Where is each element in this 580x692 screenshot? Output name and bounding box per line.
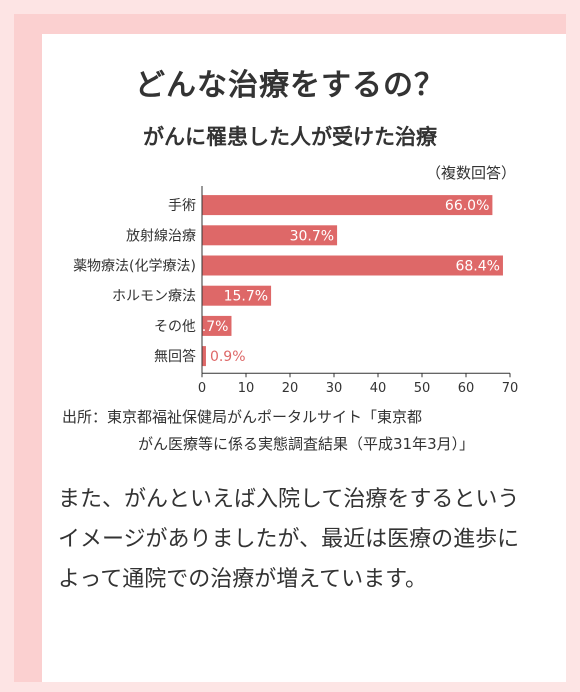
x-tick-label: 70 <box>502 381 519 396</box>
x-tick-label: 0 <box>198 381 206 396</box>
x-tick-label: 10 <box>238 381 255 396</box>
bar <box>202 346 206 367</box>
x-tick-label: 40 <box>370 381 387 396</box>
x-tick-label: 50 <box>414 381 431 396</box>
body-paragraph: また、がんといえば入院して治療をするというイメージがありましたが、最近は医療の進… <box>58 487 520 592</box>
source-citation: 出所：東京都福祉保健局がんポータルサイト「東京都 がん医療等に係る実態調査結果（… <box>62 404 532 458</box>
bar <box>202 285 272 306</box>
x-tick-label: 60 <box>458 381 475 396</box>
bar <box>202 315 232 336</box>
bar <box>202 225 338 246</box>
x-tick-label: 30 <box>326 381 343 396</box>
category-label: その他 <box>154 319 196 335</box>
category-label: ホルモン療法 <box>112 288 196 305</box>
value-label: 0.9% <box>210 349 246 365</box>
value-label: 30.7% <box>290 228 334 244</box>
chart-note: （複数回答） <box>425 164 516 182</box>
category-label: 放射線治療 <box>126 227 196 244</box>
source-line-1: 出所：東京都福祉保健局がんポータルサイト「東京都 <box>62 408 423 426</box>
source-line-2: がん医療等に係る実態調査結果（平成31年3月）」 <box>138 435 475 453</box>
value-label: 66.0% <box>445 198 489 214</box>
category-label: 手術 <box>168 198 196 214</box>
value-label: 6.7% <box>193 319 229 335</box>
page-title: どんな治療をするの？ <box>135 68 445 103</box>
bar <box>202 255 503 276</box>
value-label: 15.7% <box>224 289 268 305</box>
outer-frame <box>14 14 566 682</box>
category-label: 無回答 <box>154 348 196 365</box>
value-label: 68.4% <box>455 259 499 275</box>
bar <box>202 195 493 216</box>
content-card <box>42 34 566 682</box>
x-tick-label: 20 <box>282 381 299 396</box>
chart-title: がんに罹患した人が受けた治療 <box>143 125 437 149</box>
category-label: 薬物療法(化学療法) <box>73 258 196 275</box>
